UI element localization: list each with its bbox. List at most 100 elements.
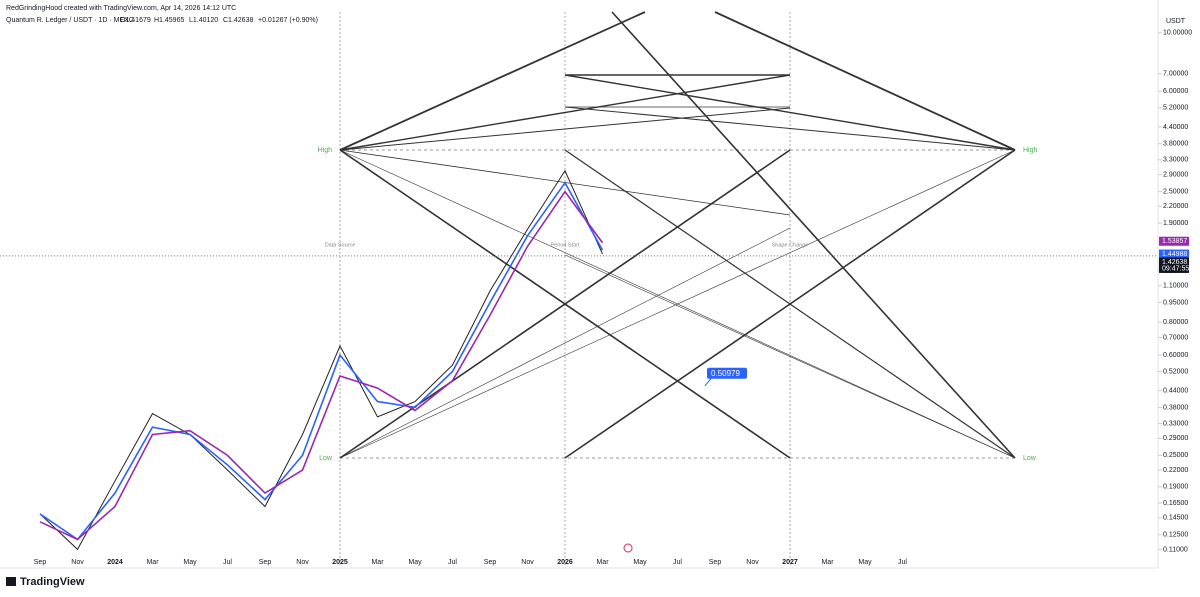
symbol: Quantum R. Ledger / USDT · 1D · MEXC <box>6 17 134 24</box>
price-tag <box>1159 249 1189 259</box>
fan-line <box>564 74 1016 151</box>
x-tick-label: 2027 <box>782 559 798 566</box>
x-tick-label: 2026 <box>557 559 573 566</box>
y-tick-label: 0.52000 <box>1163 368 1188 375</box>
y-tick-label: 0.60000 <box>1163 352 1188 359</box>
y-tick-label: 4.40000 <box>1163 124 1188 131</box>
price-tag-label: 1.42638 <box>1162 259 1187 266</box>
y-tick-label: 10.00000 <box>1163 30 1192 37</box>
x-tick-label: Sep <box>484 559 497 566</box>
price-tag <box>1159 257 1189 267</box>
annotation: Shape Change <box>772 242 809 248</box>
x-tick-label: Nov <box>296 559 309 566</box>
fan-line <box>339 11 646 151</box>
ohlc-open: O1.41679 <box>120 17 151 24</box>
y-tick-label: 6.00000 <box>1163 88 1188 95</box>
x-tick-label: 2025 <box>332 559 348 566</box>
x-tick-label: 2024 <box>107 559 123 566</box>
x-tick-label: May <box>633 559 647 566</box>
y-tick-label: 0.29000 <box>1163 435 1188 442</box>
fan-line <box>564 106 1016 151</box>
brand: TradingView <box>6 576 85 588</box>
y-tick-label: 1.90000 <box>1163 220 1188 227</box>
fan-line <box>339 107 791 151</box>
y-tick-label: 0.25000 <box>1163 452 1188 459</box>
y-tick-label: 0.95000 <box>1163 299 1188 306</box>
y-tick-label: 2.90000 <box>1163 172 1188 179</box>
x-tick-label: Sep <box>259 559 272 566</box>
symbol-header: Quantum R. Ledger / USDT · 1D · MEXC O1.… <box>6 17 318 24</box>
ohlc-high: H1.45965 <box>154 17 184 24</box>
y-tick-label: 2.20000 <box>1163 203 1188 210</box>
x-tick-label: Jul <box>223 559 232 566</box>
x-tick-label: Nov <box>746 559 759 566</box>
event-icon[interactable] <box>623 543 633 553</box>
annotation: High <box>318 147 333 154</box>
x-tick-label: Nov <box>521 559 534 566</box>
drawings: High High Low Low Data Source Period Sta… <box>318 11 1038 565</box>
callout-box <box>707 367 747 379</box>
x-tick-label: Mar <box>371 559 384 566</box>
y-tick-label: 5.20000 <box>1163 105 1188 112</box>
y-tick-label: 0.44000 <box>1163 387 1188 394</box>
x-tick-label: May <box>183 559 197 566</box>
y-tick-label: 0.14500 <box>1163 515 1188 522</box>
fan-line <box>339 149 1016 459</box>
annotation: Period Start <box>550 242 580 248</box>
x-tick-label: Sep <box>709 559 722 566</box>
annotation: Low <box>319 455 333 462</box>
y-tick-label: 3.80000 <box>1163 141 1188 148</box>
x-tick-label: Nov <box>71 559 84 566</box>
plot: 10.00000 7.00000 6.00000 5.20000 4.40000 3.80… <box>0 30 1192 566</box>
y-tick-label: 1.10000 <box>1163 283 1188 290</box>
y-tick-label: 0.22000 <box>1163 467 1188 474</box>
x-tick-label: Jul <box>898 559 907 566</box>
ohlc-change: +0.01267 (+0.90%) <box>258 17 318 24</box>
price-tag <box>1159 236 1189 246</box>
y-tick-label: 0.33000 <box>1163 420 1188 427</box>
x-tick-label: Jul <box>673 559 682 566</box>
price-tag-label: 1.44988 <box>1162 251 1187 258</box>
y-tick-label: 2.50000 <box>1163 189 1188 196</box>
price-line <box>39 169 603 551</box>
ohlc-low: L1.40120 <box>189 17 218 24</box>
fan-line <box>611 11 1016 459</box>
countdown-box <box>1159 263 1189 273</box>
x-tick-label: May <box>408 559 422 566</box>
currency: USDT <box>1166 18 1186 25</box>
y-tick-label: 7.00000 <box>1163 71 1188 78</box>
credit: RedGrindingHood created with TradingView… <box>6 5 236 12</box>
callout-label: 0.50979 <box>711 369 740 378</box>
fan-line <box>339 227 791 459</box>
x-tick-label: Sep <box>34 559 47 566</box>
ohlc-close: C1.42638 <box>223 17 253 24</box>
logo <box>6 577 16 586</box>
y-tick-label: 0.70000 <box>1163 334 1188 341</box>
fan-line <box>339 74 791 151</box>
x-tick-label: May <box>858 559 872 566</box>
annotation: Low <box>1023 455 1037 462</box>
price-line <box>39 181 604 541</box>
y-tick-label: 0.38000 <box>1163 404 1188 411</box>
x-tick-label: Mar <box>821 559 834 566</box>
x-tick-label: Mar <box>596 559 609 566</box>
brand-name: TradingView <box>20 576 85 588</box>
price-line <box>39 190 604 541</box>
y-tick-label: 3.30000 <box>1163 157 1188 164</box>
y-tick-label: 0.16500 <box>1163 500 1188 507</box>
fan-line <box>564 149 1016 459</box>
y-tick-label: 0.19000 <box>1163 484 1188 491</box>
y-tick-label: 0.12500 <box>1163 532 1188 539</box>
x-tick-label: Mar <box>146 559 159 566</box>
y-tick-label: 0.11000 <box>1163 546 1188 553</box>
countdown: 09:47:55 <box>1162 265 1189 272</box>
annotation: Data Source <box>325 242 356 248</box>
price-tag-label: 1.53857 <box>1162 238 1187 245</box>
fan-line <box>564 254 1016 459</box>
fan-line <box>714 11 1016 151</box>
y-tick-label: 0.80000 <box>1163 319 1188 326</box>
annotation: High <box>1023 147 1038 154</box>
x-tick-label: Jul <box>448 559 457 566</box>
